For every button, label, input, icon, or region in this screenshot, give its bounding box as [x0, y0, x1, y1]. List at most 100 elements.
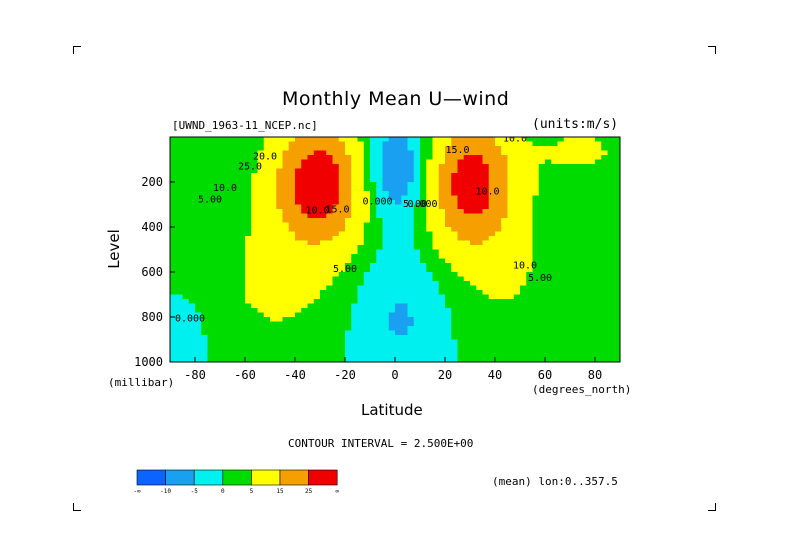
field-cell: [557, 303, 565, 309]
field-cell: [332, 195, 340, 201]
field-cell: [420, 245, 427, 251]
field-cell: [582, 303, 590, 309]
field-cell: [438, 285, 446, 291]
field-cell: [257, 326, 265, 332]
field-cell: [438, 182, 446, 188]
field-cell: [563, 299, 571, 305]
field-cell: [176, 231, 184, 237]
field-cell: [507, 213, 515, 219]
field-cell: [301, 353, 309, 359]
field-cell: [245, 258, 252, 264]
crop-mark-bottom-left: [73, 503, 81, 511]
field-cell: [613, 353, 620, 359]
field-cell: [382, 357, 390, 362]
field-cell: [532, 263, 540, 269]
field-cell: [563, 231, 571, 237]
field-cell: [363, 308, 371, 314]
field-cell: [326, 182, 334, 188]
field-cell: [220, 209, 227, 215]
field-cell: [613, 281, 620, 287]
field-cell: [501, 177, 509, 183]
field-cell: [463, 222, 471, 228]
field-cell: [345, 339, 352, 345]
field-cell: [226, 344, 234, 350]
field-cell: [576, 353, 584, 359]
field-cell: [532, 330, 540, 336]
field-cell: [282, 294, 290, 300]
field-cell: [376, 321, 384, 327]
field-cell: [557, 231, 565, 237]
field-cell: [488, 227, 496, 233]
field-cell: [488, 312, 496, 318]
field-cell: [445, 335, 452, 341]
field-cell: [595, 227, 602, 233]
field-cell: [582, 236, 590, 242]
field-cell: [245, 236, 252, 242]
field-cell: [470, 168, 477, 174]
field-cell: [401, 312, 409, 318]
field-cell: [220, 285, 227, 291]
field-cell: [238, 357, 246, 362]
field-cell: [563, 222, 571, 228]
field-cell: [432, 317, 440, 323]
field-cell: [238, 276, 246, 282]
field-cell: [601, 191, 609, 197]
field-cell: [420, 218, 427, 224]
field-cell: [501, 249, 509, 255]
field-cell: [245, 344, 252, 350]
field-cell: [370, 177, 377, 183]
field-cell: [226, 299, 234, 305]
field-cell: [182, 285, 190, 291]
field-cell: [438, 357, 446, 362]
field-cell: [313, 155, 321, 161]
field-cell: [607, 263, 615, 269]
field-cell: [613, 303, 620, 309]
field-cell: [270, 213, 277, 219]
field-cell: [513, 294, 521, 300]
field-cell: [395, 200, 402, 206]
field-cell: [320, 240, 327, 246]
field-cell: [257, 137, 265, 143]
field-cell: [201, 218, 209, 224]
y-unit-label: (millibar): [108, 376, 175, 389]
field-cell: [426, 290, 434, 296]
field-cell: [320, 281, 327, 287]
field-cell: [182, 290, 190, 296]
field-cell: [495, 335, 502, 341]
field-cell: [326, 155, 334, 161]
field-cell: [451, 348, 459, 354]
field-cell: [445, 218, 452, 224]
field-cell: [320, 249, 327, 255]
field-cell: [557, 321, 565, 327]
field-cell: [438, 330, 446, 336]
field-cell: [257, 186, 265, 192]
field-cell: [288, 231, 296, 237]
field-cell: [432, 218, 440, 224]
field-cell: [345, 168, 352, 174]
field-cell: [495, 164, 502, 170]
field-cell: [413, 240, 421, 246]
field-cell: [201, 191, 209, 197]
field-cell: [563, 204, 571, 210]
field-cell: [551, 321, 559, 327]
field-cell: [382, 182, 390, 188]
field-cell: [220, 186, 227, 192]
field-cell: [401, 276, 409, 282]
field-cell: [488, 141, 496, 147]
field-cell: [413, 209, 421, 215]
field-cell: [551, 209, 559, 215]
field-cell: [582, 164, 590, 170]
field-cell: [545, 177, 552, 183]
field-cell: [470, 209, 477, 215]
field-cell: [188, 177, 196, 183]
field-cell: [245, 348, 252, 354]
field-cell: [407, 357, 415, 362]
field-cell: [445, 330, 452, 336]
field-cell: [432, 195, 440, 201]
field-cell: [270, 164, 277, 170]
field-cell: [382, 308, 390, 314]
field-cell: [520, 209, 527, 215]
field-cell: [270, 200, 277, 206]
field-cell: [582, 186, 590, 192]
field-cell: [182, 173, 190, 179]
